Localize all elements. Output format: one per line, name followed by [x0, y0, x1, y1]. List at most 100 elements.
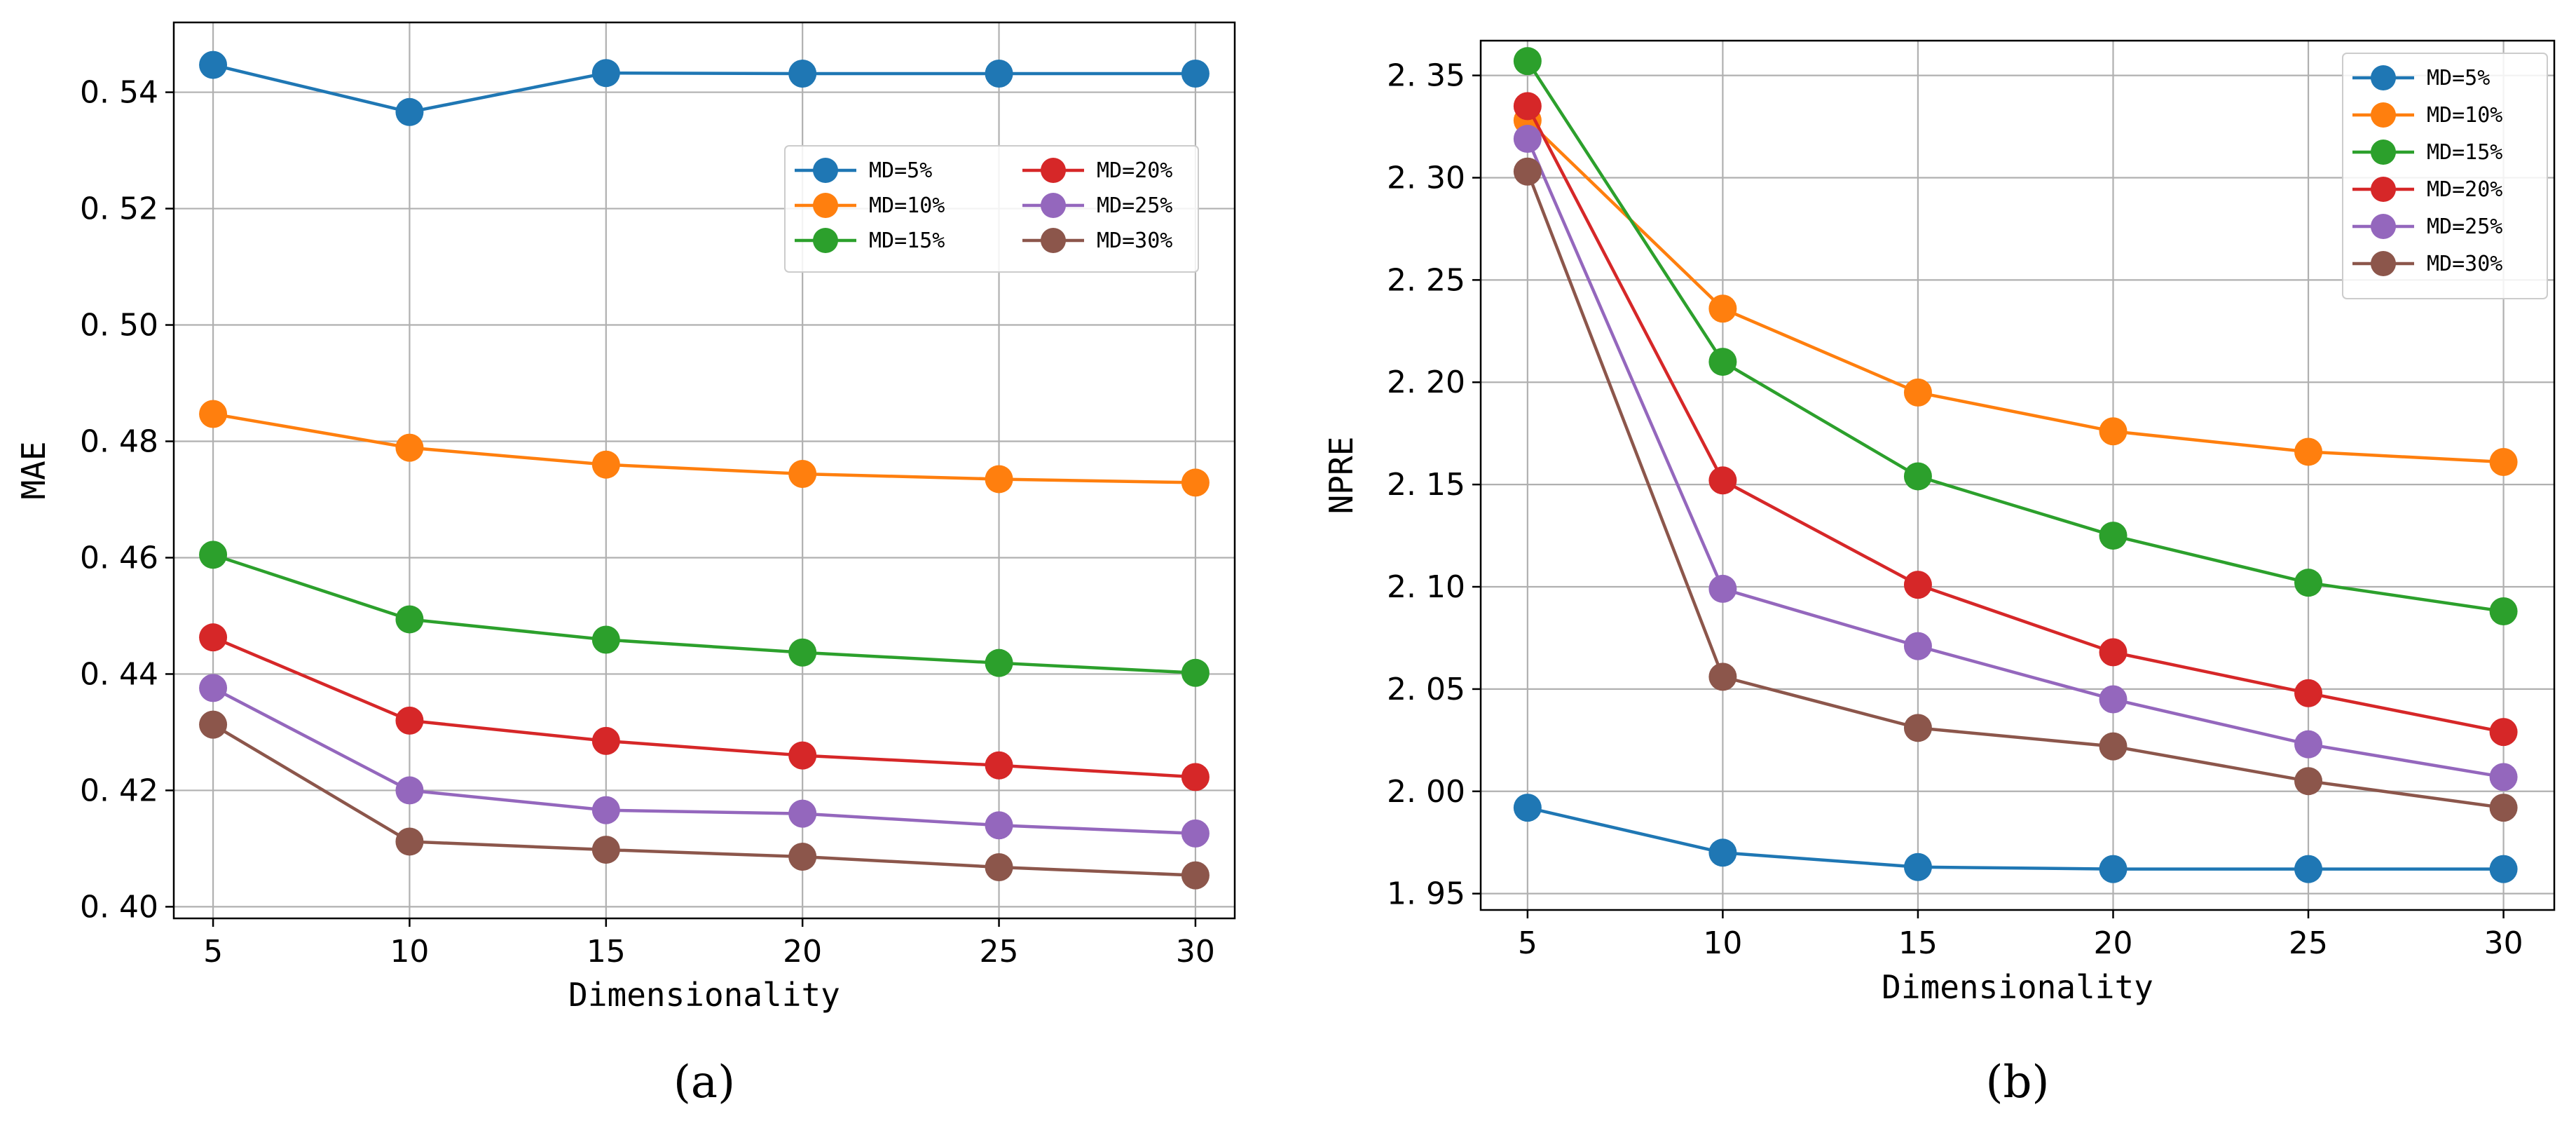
legend-marker	[2371, 214, 2396, 239]
legend-marker	[813, 193, 838, 218]
y-tick-label: 0. 46	[80, 540, 158, 576]
y-tick-label: 2. 20	[1387, 365, 1465, 400]
series-MD=20%	[199, 623, 1210, 791]
data-point	[2099, 638, 2128, 667]
data-point	[1181, 861, 1210, 890]
data-point	[985, 852, 1013, 881]
data-point	[1903, 571, 1932, 599]
data-point	[1513, 92, 1542, 121]
x-axis-label: Dimensionality	[568, 976, 840, 1014]
data-point	[788, 741, 817, 770]
data-point	[1708, 294, 1737, 323]
chart-a: 5 10 15 20 25 30 0. 40 0. 42 0. 44 0. 46 0. 48 0. 5…	[15, 21, 1236, 1108]
data-point	[985, 648, 1013, 677]
data-point	[788, 459, 817, 488]
y-tick-label: 0. 44	[80, 656, 158, 692]
data-point	[591, 625, 620, 654]
data-point	[1903, 714, 1932, 742]
x-axis-label: Dimensionality	[1882, 968, 2153, 1006]
legend-item: MD=30%	[2352, 251, 2502, 276]
y-tick-label: 0. 48	[80, 424, 158, 460]
data-point	[2489, 794, 2518, 822]
data-point	[2489, 855, 2518, 883]
legend-item: MD=5%	[2352, 65, 2490, 90]
x-tick-label: 25	[980, 934, 1019, 970]
data-point	[1513, 125, 1542, 154]
data-point	[985, 465, 1013, 494]
series-MD=5%	[199, 50, 1210, 126]
x-tick-label: 10	[1703, 925, 1742, 961]
series-MD=10%	[1513, 106, 2518, 477]
data-point	[1513, 47, 1542, 76]
data-point	[1903, 852, 1932, 881]
x-tick-label: 30	[2484, 925, 2523, 961]
y-tick-label: 0. 50	[80, 308, 158, 344]
data-point	[1181, 468, 1210, 497]
y-tick-label: 2. 25	[1387, 262, 1465, 298]
data-point	[591, 796, 620, 824]
legend-item: MD=20%	[1022, 158, 1172, 183]
series-line	[1526, 138, 2504, 779]
legend-item: MD=15%	[2352, 140, 2502, 165]
data-point	[2099, 522, 2128, 550]
data-point	[2489, 448, 2518, 477]
legend-item: MD=25%	[2352, 214, 2502, 239]
y-tick-label: 1. 95	[1387, 876, 1465, 912]
x-tick-label: 5	[203, 934, 223, 970]
data-point	[2099, 732, 2128, 761]
y-tick-label: 2. 00	[1387, 774, 1465, 810]
x-tick-label: 15	[1898, 925, 1938, 961]
data-point	[1903, 632, 1932, 660]
series-MD=20%	[1513, 92, 2518, 747]
series-line	[212, 723, 1196, 877]
x-tick-label: 15	[587, 934, 626, 970]
legend-marker	[1041, 193, 1066, 218]
series-line	[1526, 60, 2504, 613]
y-tick-label: 0. 40	[80, 889, 158, 925]
y-tick-label: 0. 54	[80, 75, 158, 111]
legend-marker	[2371, 177, 2396, 202]
legend-label: MD=20%	[2427, 177, 2502, 202]
data-point	[985, 60, 1013, 88]
legend-marker	[813, 228, 838, 253]
data-point	[199, 400, 228, 428]
data-point	[1708, 348, 1737, 376]
data-point	[1708, 574, 1737, 603]
series-line	[212, 686, 1196, 836]
legend-item: MD=30%	[1022, 228, 1172, 253]
data-point	[788, 638, 817, 667]
legend-item: MD=15%	[795, 228, 945, 253]
data-point	[199, 623, 228, 652]
data-point	[591, 726, 620, 755]
series-line	[1526, 119, 2504, 464]
series-MD=30%	[1513, 157, 2518, 822]
legend-marker	[2371, 251, 2396, 276]
data-point	[2489, 597, 2518, 626]
legend: MD=5% MD=10% MD=15% MD=20% MD=25% MD=30%	[784, 145, 1199, 273]
data-point	[1181, 763, 1210, 791]
data-point	[788, 60, 817, 88]
series-MD=15%	[1513, 47, 2518, 626]
chart-caption: (a)	[673, 1056, 735, 1108]
legend-label: MD=5%	[2427, 66, 2490, 90]
data-point	[1513, 794, 1542, 822]
data-point	[2099, 417, 2128, 446]
data-point	[1181, 658, 1210, 687]
data-point	[2294, 437, 2323, 466]
series-line	[1527, 806, 2504, 871]
legend-marker	[2371, 140, 2396, 165]
data-point	[199, 541, 228, 569]
data-point	[199, 674, 228, 702]
data-point	[1708, 838, 1737, 867]
legend-item: MD=10%	[795, 193, 945, 218]
y-tick-label: 0. 42	[80, 773, 158, 808]
series-MD=30%	[199, 710, 1210, 890]
legend-label: MD=20%	[1097, 158, 1172, 183]
data-point	[395, 605, 424, 634]
y-tick-label: 2. 15	[1387, 467, 1465, 503]
data-point	[2294, 569, 2323, 597]
data-point	[2489, 718, 2518, 747]
legend: MD=5% MD=10% MD=15% MD=20% MD=25% MD=30%	[2342, 53, 2548, 299]
series-MD=15%	[199, 541, 1210, 687]
